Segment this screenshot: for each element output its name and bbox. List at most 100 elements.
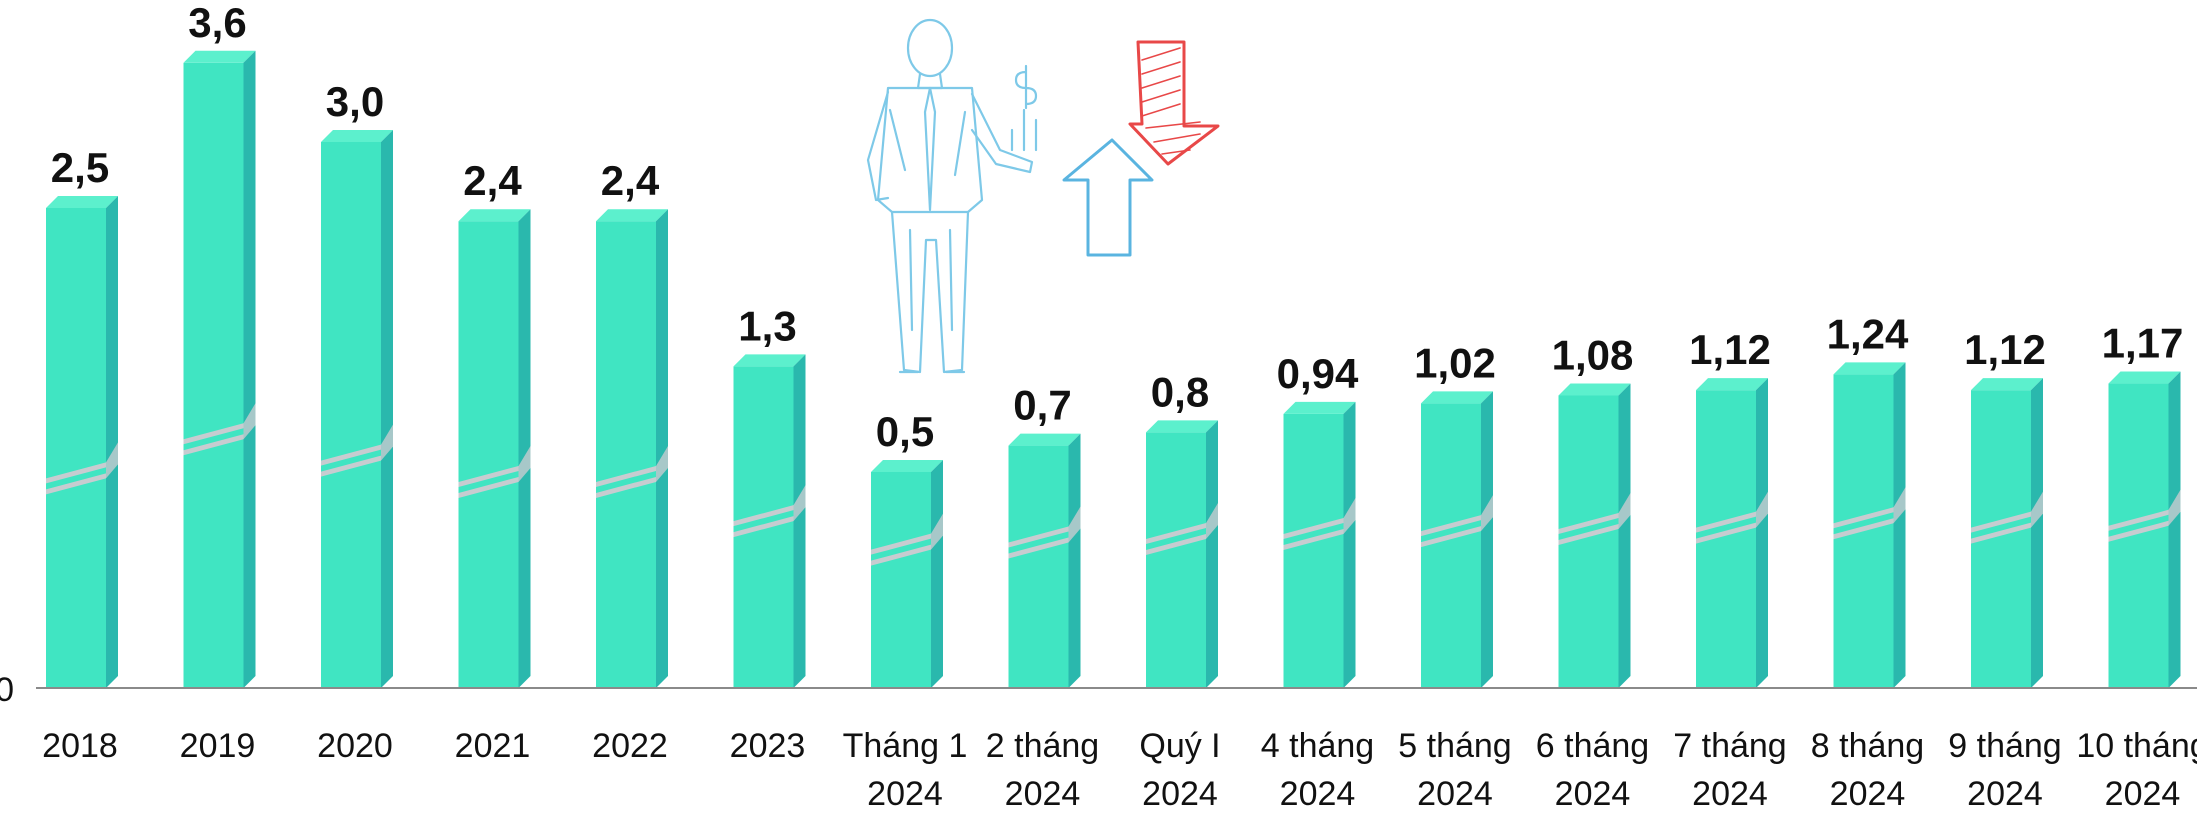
bar-front	[458, 221, 519, 688]
bar-side	[1618, 383, 1631, 688]
axis-break-band	[2031, 491, 2043, 528]
bar	[458, 209, 531, 688]
bar-top	[1146, 420, 1218, 433]
x-tick-label: 10 tháng 2024	[2076, 727, 2197, 813]
bar-top	[458, 209, 531, 222]
value-label: 0,8	[1151, 368, 1209, 415]
businessman-icon	[866, 18, 1038, 374]
value-label: 1,12	[1689, 326, 1771, 373]
bar-front	[596, 221, 656, 688]
axis-break-band	[2108, 509, 2169, 531]
bar-side	[381, 130, 393, 688]
axis-break-band	[1481, 495, 1493, 532]
bar-side	[106, 196, 118, 688]
bar-front	[321, 142, 381, 688]
bar-side	[2031, 378, 2043, 688]
bar-top	[1833, 362, 1906, 375]
arrow-up-icon	[1062, 138, 1154, 257]
axis-break-band	[381, 424, 393, 461]
bar-top	[1008, 433, 1081, 446]
axis-break-band	[1893, 487, 1906, 524]
value-label: 0,94	[1277, 350, 1359, 397]
value-label: 1,3	[738, 302, 796, 349]
bar	[596, 209, 668, 688]
value-label: 0,7	[1013, 382, 1071, 429]
axis-break-band	[183, 423, 244, 445]
axis-break-band	[733, 505, 794, 527]
axis-break-band	[1146, 533, 1206, 555]
axis-break-band	[1206, 502, 1218, 539]
axis-break-band	[46, 462, 106, 484]
x-tick-label: 2019	[180, 727, 256, 765]
axis-break-band	[2168, 489, 2181, 526]
value-label: 2,4	[463, 157, 522, 204]
axis-break-band	[321, 455, 381, 477]
axis-break-band	[243, 403, 256, 440]
bar-top	[183, 50, 256, 63]
bar	[1146, 420, 1218, 688]
axis-break-band	[1421, 515, 1481, 537]
x-tick-label: Quý I 2024	[1139, 727, 1220, 813]
bar-side	[793, 354, 806, 688]
bar-front	[1008, 445, 1069, 688]
bar	[321, 130, 393, 688]
axis-break-band	[1971, 511, 2031, 533]
axis-break-band	[1008, 526, 1069, 548]
value-label: 1,12	[1964, 326, 2046, 373]
axis-break-band	[1971, 522, 2031, 544]
value-label: 2,5	[51, 144, 109, 191]
value-label: 1,24	[1827, 310, 1909, 357]
bar	[1008, 433, 1081, 688]
axis-break-band	[733, 516, 794, 538]
bar-front	[1421, 403, 1481, 688]
axis-break-band	[458, 465, 519, 487]
axis-break-band	[1618, 493, 1631, 530]
axis-break-band	[183, 434, 244, 456]
x-tick-label: 9 tháng 2024	[1948, 727, 2061, 813]
bar	[1833, 362, 1906, 688]
value-label: 3,0	[326, 78, 384, 125]
bar-top	[596, 209, 668, 222]
bar-side	[2168, 371, 2181, 688]
bar-front	[46, 208, 106, 688]
value-label: 1,17	[2102, 320, 2184, 367]
x-tick-label: 2020	[317, 727, 393, 765]
bar-side	[243, 50, 256, 689]
axis-break-band	[458, 476, 519, 498]
bar-side	[1343, 401, 1356, 688]
axis-break-band	[1833, 518, 1894, 540]
axis-break-band	[871, 533, 931, 555]
axis-break-band	[871, 544, 931, 566]
axis-break-band	[793, 485, 806, 522]
axis-break-band	[518, 445, 531, 482]
bar-side	[1068, 433, 1081, 688]
x-tick-label: 2021	[455, 727, 531, 765]
bar-side	[518, 209, 531, 688]
bar-top	[1558, 383, 1631, 396]
bar-top	[1696, 378, 1768, 391]
axis-break-band	[1343, 497, 1356, 534]
axis-break-band	[1558, 524, 1619, 546]
bar-front	[1283, 413, 1344, 688]
bar	[871, 460, 943, 688]
bar	[1696, 378, 1768, 688]
x-tick-label: 2 tháng 2024	[986, 727, 1099, 813]
bar-side	[931, 460, 943, 688]
axis-break-band	[1283, 528, 1344, 550]
axis-break-band	[596, 465, 656, 487]
axis-break-band	[46, 473, 106, 495]
axis-break-band	[1696, 511, 1756, 533]
bar-side	[1206, 420, 1218, 688]
bar-top	[321, 130, 393, 142]
bar-side	[1481, 391, 1493, 688]
bar-top	[871, 460, 943, 472]
axis-break-band	[1696, 522, 1756, 544]
axis-break-band	[596, 476, 656, 498]
axis-break-band	[1008, 537, 1069, 559]
value-label: 1,08	[1552, 331, 1634, 378]
y-tick-label: 0	[0, 671, 14, 709]
value-label: 3,6	[188, 0, 246, 46]
axis-break-band	[1558, 513, 1619, 535]
x-tick-label: 8 tháng 2024	[1811, 727, 1924, 813]
bar	[1971, 378, 2043, 688]
